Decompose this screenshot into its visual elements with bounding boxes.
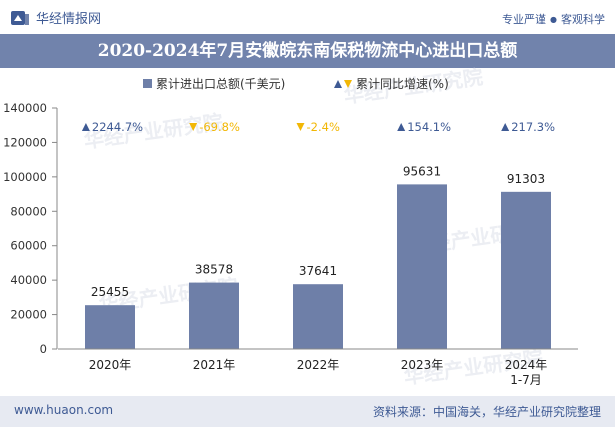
legend: 累计进出口总额(千美元) 累计同比增速(%)	[143, 77, 449, 91]
legend-swatch-total	[143, 79, 152, 88]
y-tick-label: 20000	[10, 308, 47, 322]
y-tick-label: 140000	[3, 101, 47, 115]
tagline-right: 客观科学	[561, 13, 605, 26]
legend-label-total: 累计进出口总额(千美元)	[156, 77, 285, 91]
y-tick-label: 100000	[3, 170, 47, 184]
x-tick-label-line: 2021年	[193, 358, 236, 372]
bar-series: 25455 38578 37641 95631 91303	[85, 164, 551, 349]
tagline-left: 专业严谨	[502, 13, 547, 26]
growth-up-triangle-icon	[397, 123, 406, 131]
bar-value-label: 37641	[299, 264, 337, 278]
x-tick-label-line: 2020年	[89, 358, 132, 372]
logo-icon	[11, 10, 29, 25]
bar	[189, 282, 239, 349]
y-tick-label: 0	[40, 342, 47, 356]
x-tick-label: 2021年	[193, 358, 236, 372]
x-tick-label: 2022年	[297, 358, 340, 372]
y-tick-label: 40000	[10, 273, 47, 287]
bar-value-label: 25455	[91, 285, 129, 299]
legend-up-triangle-icon	[334, 80, 342, 88]
y-axis: 0 20000 40000 60000 80000 100000 120000 140000	[3, 101, 58, 356]
growth-up-triangle-icon	[81, 123, 90, 131]
x-tick-label-line: 2022年	[297, 358, 340, 372]
growth-down-triangle-icon	[296, 123, 305, 131]
growth-label: -69.8%	[199, 120, 240, 134]
bar	[85, 305, 135, 349]
bar-value-label: 38578	[195, 263, 233, 277]
bar-value-label: 95631	[403, 164, 441, 178]
growth-label: 154.1%	[407, 120, 451, 134]
growth-down-triangle-icon	[189, 123, 198, 131]
footer: www.huaon.com 资料来源：中国海关，华经产业研究院整理	[0, 396, 615, 427]
growth-label: -2.4%	[307, 120, 340, 134]
x-tick-label: 2023年	[401, 358, 444, 372]
bar	[293, 284, 343, 349]
footer-url[interactable]: www.huaon.com	[14, 403, 114, 417]
bar	[397, 184, 447, 349]
legend-label-growth: 累计同比增速(%)	[356, 77, 449, 91]
dot-separator: ●	[550, 15, 557, 24]
title-bar: 2020-2024年7月安徽皖东南保税物流中心进出口总额	[0, 34, 615, 68]
x-tick-label: 2020年	[89, 358, 132, 372]
brand: 华经情报网	[10, 8, 101, 27]
y-tick-label: 120000	[3, 135, 47, 149]
y-tick-label: 80000	[10, 204, 47, 218]
bar	[501, 191, 551, 349]
legend-down-triangle-icon	[344, 80, 352, 88]
x-tick-label-line: 2024年	[505, 358, 548, 372]
tagline: 专业严谨 ● 客观科学	[502, 11, 605, 27]
y-tick-label: 60000	[10, 239, 47, 253]
growth-label: 2244.7%	[92, 120, 143, 134]
x-tick-label: 2024年 1-7月	[505, 358, 548, 387]
x-tick-label-line: 1-7月	[510, 373, 542, 387]
growth-up-triangle-icon	[501, 123, 510, 131]
x-axis: 2020年 2021年 2022年 2023年 2024年 1-7月	[58, 348, 578, 387]
growth-label: 217.3%	[511, 120, 555, 134]
x-tick-label-line: 2023年	[401, 358, 444, 372]
top-bar: 华经情报网 专业严谨 ● 客观科学	[0, 0, 615, 34]
bar-value-label: 91303	[507, 172, 545, 186]
chart-title: 2020-2024年7月安徽皖东南保税物流中心进出口总额	[97, 41, 518, 61]
brand-name: 华经情报网	[36, 12, 102, 27]
footer-source: 资料来源：中国海关，华经产业研究院整理	[372, 405, 601, 419]
growth-labels: 2244.7% -69.8% -2.4% 154.1% 217.3%	[81, 120, 555, 134]
